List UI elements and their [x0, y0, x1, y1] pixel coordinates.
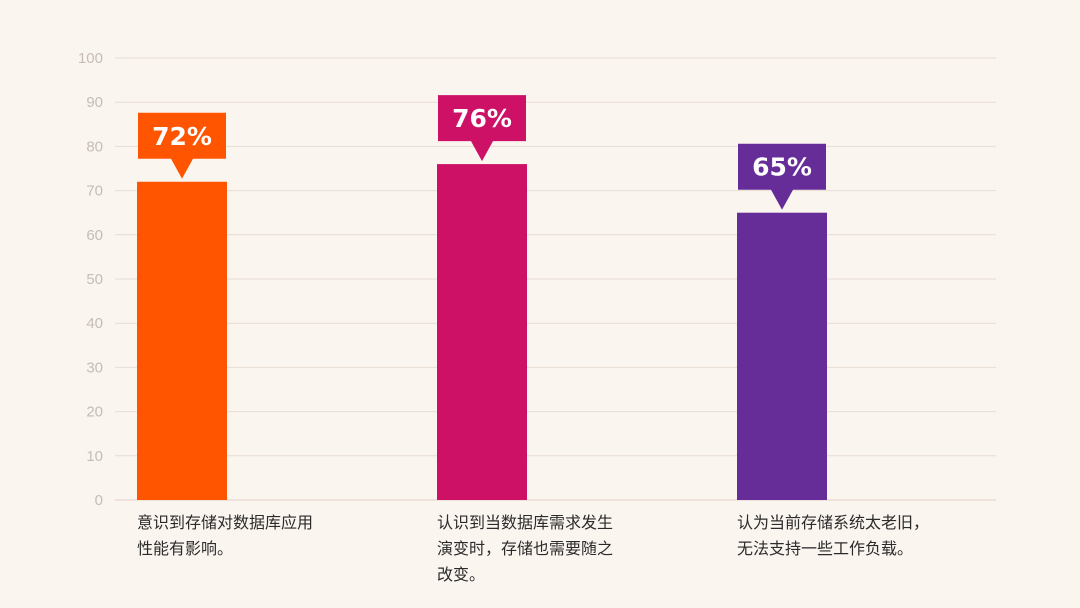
data-label: 72%	[152, 122, 212, 151]
y-axis-tick-labels: 0 10 20 30 40 50 60 70 80 90 100	[78, 50, 103, 509]
y-tick-label: 30	[86, 359, 103, 376]
value-callout	[438, 95, 526, 162]
bar	[137, 181, 227, 500]
grid-lines	[115, 57, 996, 501]
y-tick-label: 80	[86, 138, 103, 155]
y-tick-label: 90	[86, 94, 103, 111]
data-label: 65%	[752, 153, 812, 182]
y-tick-label: 40	[86, 315, 103, 332]
value-callout	[738, 143, 826, 210]
category-label-3: 认为当前存储系统太老旧， 无法支持一些工作负载。	[737, 513, 930, 558]
y-tick-label: 0	[95, 492, 103, 509]
bars	[137, 164, 827, 500]
value-callouts: 72% 76% 65%	[138, 95, 826, 210]
y-tick-label: 70	[86, 183, 103, 200]
category-label-2: 认识到当数据库需求发生 演变时，存储也需要随之 改变。	[437, 513, 614, 584]
category-label-1: 意识到存储对数据库应用 性能有影响。	[137, 513, 314, 558]
data-label: 76%	[452, 104, 512, 133]
y-tick-label: 60	[86, 227, 103, 244]
y-tick-label: 20	[86, 404, 103, 421]
bar	[437, 164, 527, 500]
y-tick-label: 10	[86, 448, 103, 465]
y-tick-label: 50	[86, 271, 103, 288]
value-callout	[138, 112, 226, 179]
y-tick-label: 100	[78, 50, 103, 67]
bar	[737, 212, 827, 500]
